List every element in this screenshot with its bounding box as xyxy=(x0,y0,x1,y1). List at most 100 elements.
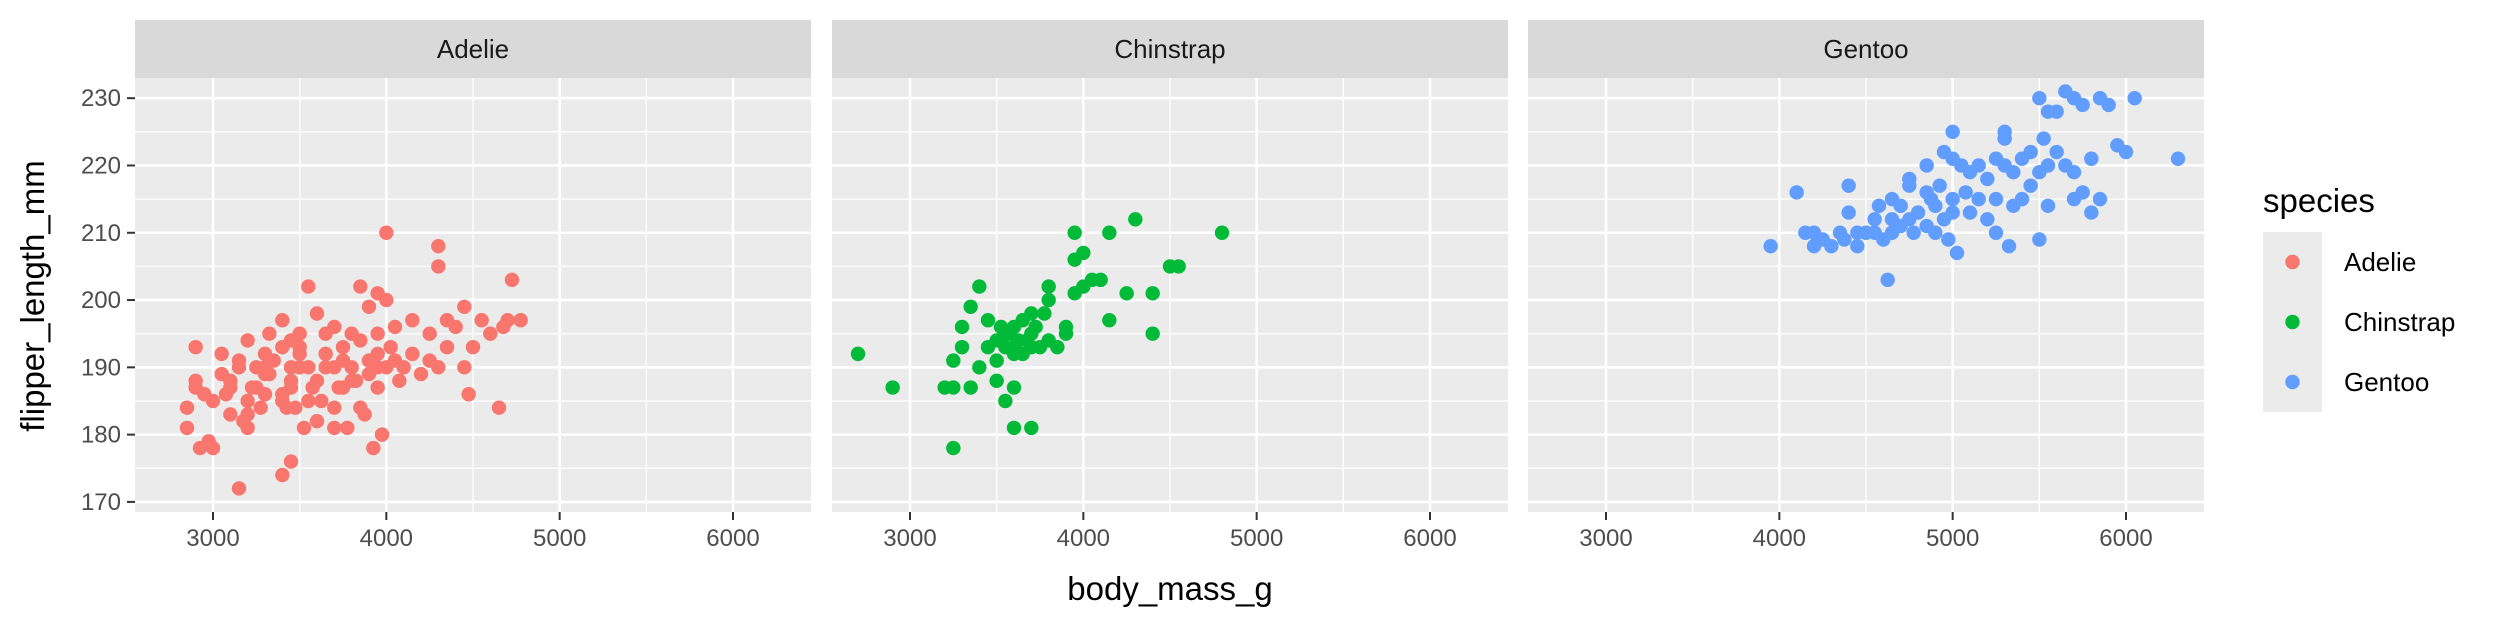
data-point-gentoo xyxy=(1958,185,1973,200)
data-point-adelie xyxy=(309,413,325,429)
data-point-chinstrap xyxy=(954,319,970,335)
data-point-adelie xyxy=(335,339,351,355)
legend-title: species xyxy=(2263,182,2375,219)
legend-marker-adelie xyxy=(2285,254,2300,270)
x-tick-label: 3000 xyxy=(1579,525,1632,552)
facet-strip-adelie xyxy=(135,20,811,78)
data-point-gentoo xyxy=(2084,205,2099,220)
data-point-chinstrap xyxy=(998,393,1013,409)
data-point-chinstrap xyxy=(963,380,978,395)
data-point-adelie xyxy=(439,339,455,355)
data-point-chinstrap xyxy=(1102,313,1117,328)
points-gentoo xyxy=(1763,84,2186,288)
data-point-gentoo xyxy=(1841,205,1856,220)
x-axis-title: body_mass_g xyxy=(1067,570,1272,607)
data-point-adelie xyxy=(439,313,455,328)
data-point-gentoo xyxy=(1928,198,1943,214)
data-point-gentoo xyxy=(2040,158,2056,173)
facet-panel-adelie: Adelie xyxy=(135,20,811,512)
data-point-adelie xyxy=(327,420,342,436)
data-point-gentoo xyxy=(1919,218,1934,234)
data-point-chinstrap xyxy=(850,346,866,362)
data-point-chinstrap xyxy=(1041,279,1056,294)
x-tick-label: 6000 xyxy=(706,525,759,552)
legend-label-gentoo: Gentoo xyxy=(2344,367,2429,397)
y-tick-label: 230 xyxy=(81,85,121,112)
y-tick-label: 200 xyxy=(81,287,121,314)
data-point-adelie xyxy=(188,373,203,388)
data-point-adelie xyxy=(374,427,390,442)
data-point-adelie xyxy=(344,360,359,375)
data-point-gentoo xyxy=(1789,185,1804,200)
data-point-adelie xyxy=(253,400,268,415)
data-point-gentoo xyxy=(1841,178,1856,193)
x-tick-label: 5000 xyxy=(1230,525,1283,552)
data-point-gentoo xyxy=(1949,245,1965,261)
data-point-gentoo xyxy=(1945,191,1960,207)
facet-panel-chinstrap: Chinstrap xyxy=(832,20,1508,512)
data-point-adelie xyxy=(513,313,528,328)
data-point-gentoo xyxy=(2075,97,2090,113)
data-point-chinstrap xyxy=(972,360,987,375)
data-point-gentoo xyxy=(2049,144,2064,160)
facet-strip-label-chinstrap: Chinstrap xyxy=(1114,34,1225,64)
data-point-gentoo xyxy=(2066,165,2082,180)
x-tick-label: 3000 xyxy=(186,525,239,552)
data-point-chinstrap xyxy=(1067,225,1082,240)
data-point-adelie xyxy=(262,326,277,341)
x-axis-chinstrap: 3000 4000 5000 6000 xyxy=(883,512,1457,552)
data-point-gentoo xyxy=(1936,144,1952,160)
data-point-chinstrap xyxy=(1006,380,1022,395)
data-point-chinstrap xyxy=(1006,346,1022,362)
data-point-gentoo xyxy=(2118,144,2134,160)
data-point-adelie xyxy=(474,313,489,328)
data-point-adelie xyxy=(357,407,372,422)
y-axis: 170 180 190 200 210 220 230 xyxy=(81,85,135,516)
data-point-adelie xyxy=(179,400,195,415)
facet-strip-gentoo xyxy=(1528,20,2204,78)
y-tick-label: 210 xyxy=(81,220,121,247)
y-tick-label: 220 xyxy=(81,152,121,179)
x-axes: 3000 4000 5000 6000 3000 4000 5000 6000 3000 4000… xyxy=(186,512,2153,552)
data-point-gentoo xyxy=(2040,198,2056,214)
data-point-adelie xyxy=(366,440,381,456)
data-point-adelie xyxy=(431,239,446,254)
data-point-chinstrap xyxy=(1102,225,1117,240)
data-point-adelie xyxy=(353,279,368,294)
data-point-adelie xyxy=(457,299,472,314)
data-point-gentoo xyxy=(1824,239,1839,254)
data-point-adelie xyxy=(370,326,385,341)
data-point-adelie xyxy=(370,380,385,395)
data-point-adelie xyxy=(422,326,437,341)
data-point-adelie xyxy=(283,454,299,469)
data-point-chinstrap xyxy=(1050,339,1065,355)
data-point-gentoo xyxy=(2170,151,2186,166)
data-point-gentoo xyxy=(1941,232,1956,247)
data-point-adelie xyxy=(275,467,290,483)
data-point-adelie xyxy=(370,346,385,362)
data-point-adelie xyxy=(214,346,229,362)
data-point-chinstrap xyxy=(1058,319,1074,335)
y-tick-label: 190 xyxy=(81,354,121,381)
data-point-gentoo xyxy=(2084,151,2099,166)
facet-panels: Adelie Chinstrap Gentoo xyxy=(135,20,2204,512)
legend-label-chinstrap: Chinstrap xyxy=(2344,307,2455,337)
legend-marker-gentoo xyxy=(2285,374,2300,390)
data-point-adelie xyxy=(314,393,329,409)
data-point-chinstrap xyxy=(1041,292,1056,308)
data-point-gentoo xyxy=(2032,90,2047,106)
legend: species Adelie Chinstrap Gentoo xyxy=(2263,182,2455,412)
data-point-gentoo xyxy=(1850,239,1865,254)
data-point-chinstrap xyxy=(1171,259,1186,274)
x-tick-label: 3000 xyxy=(883,525,936,552)
legend-label-adelie: Adelie xyxy=(2344,247,2416,277)
data-point-adelie xyxy=(361,299,377,314)
data-point-gentoo xyxy=(2006,165,2021,180)
data-point-adelie xyxy=(392,373,407,388)
data-point-adelie xyxy=(283,373,299,388)
facet-strip-label-adelie: Adelie xyxy=(437,34,509,64)
data-point-adelie xyxy=(379,225,394,240)
data-point-gentoo xyxy=(2023,144,2038,160)
data-point-adelie xyxy=(318,346,333,362)
